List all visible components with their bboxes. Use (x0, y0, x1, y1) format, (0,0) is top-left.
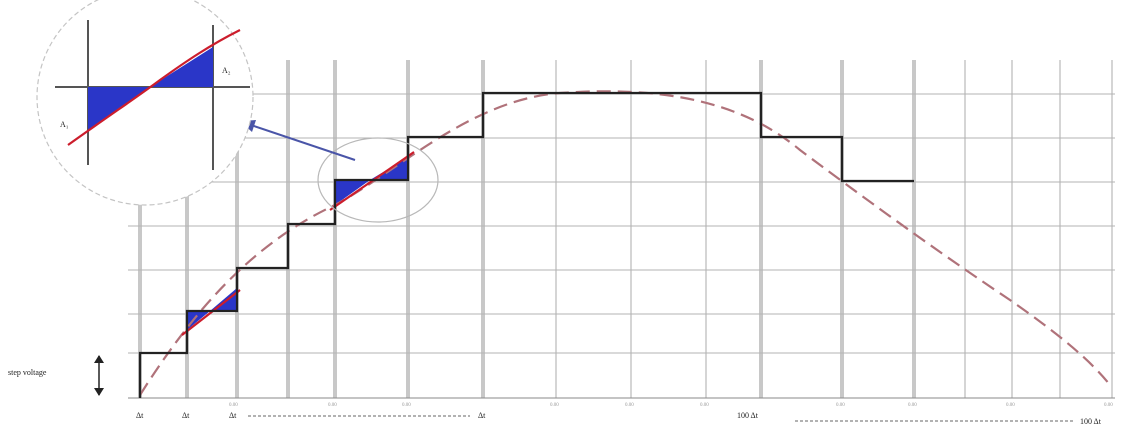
svg-text:0.00: 0.00 (625, 403, 634, 408)
svg-text:0.00: 0.00 (700, 403, 709, 408)
tick-label-right-b: 100 Δt (1080, 417, 1102, 426)
svg-text:0.00: 0.00 (908, 403, 917, 408)
staircase-approximation (138, 91, 914, 398)
inset-border (36, 0, 254, 206)
magnified-inset: A₁ A₂ (36, 0, 254, 206)
svg-text:0.00: 0.00 (328, 403, 337, 408)
grid-tiny-tick-text: 0.00 0.00 0.00 0.00 0.00 0.00 0.00 0.00 … (229, 403, 1113, 408)
inset-label-right: A₂ (222, 66, 231, 75)
svg-text:0.00: 0.00 (1006, 403, 1015, 408)
step-voltage-indicator: step voltage (8, 355, 104, 396)
inset-curve (67, 29, 241, 146)
error-area-big-left (335, 180, 370, 205)
tick-label-mid: Δt (478, 411, 486, 420)
highlight-circle (317, 137, 439, 223)
continuous-waveform (139, 90, 1111, 396)
svg-text:0.00: 0.00 (402, 403, 411, 408)
svg-text:0.00: 0.00 (229, 403, 238, 408)
svg-text:0.00: 0.00 (836, 403, 845, 408)
tick-label-1: Δt (136, 411, 144, 420)
error-area-small-left (187, 311, 210, 330)
curve-segment-lower (181, 289, 241, 336)
magnify-arrow (240, 120, 356, 161)
time-axis-labels: Δt Δt Δt Δt 100 Δt 100 Δt (136, 411, 1102, 426)
svg-text:0.00: 0.00 (1104, 403, 1113, 408)
tick-label-right-a: 100 Δt (737, 411, 759, 420)
grid: 0.00 0.00 0.00 0.00 0.00 0.00 0.00 0.00 … (128, 60, 1115, 408)
tick-label-3: Δt (229, 411, 237, 420)
inset-label-left: A₁ (60, 120, 69, 129)
error-area-small-right (210, 288, 237, 311)
grid-horizontal-lines (128, 93, 1115, 399)
grid-vertical-lines (138, 60, 1113, 398)
step-voltage-label: step voltage (8, 368, 47, 377)
tick-label-2: Δt (182, 411, 190, 420)
svg-text:0.00: 0.00 (550, 403, 559, 408)
